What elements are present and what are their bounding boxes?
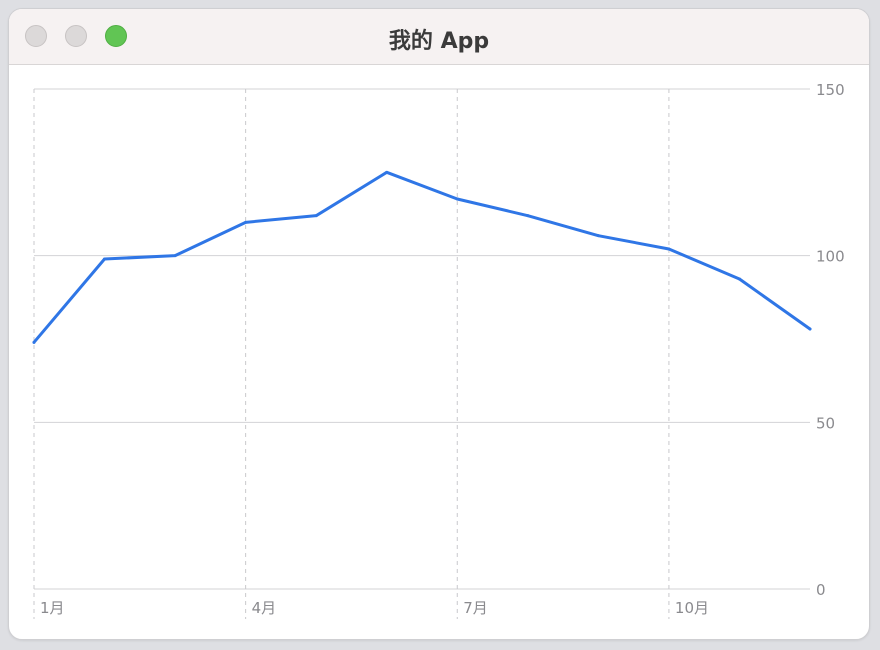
x-tick-label: 1月 [40,599,65,617]
y-tick-label: 0 [816,581,826,599]
data-point [737,277,741,281]
zoom-button[interactable] [105,25,127,47]
y-tick-label: 100 [816,248,845,266]
window-title: 我的 App [388,29,490,54]
app-window: 我的 App 0 50 100 150 1月 4月 7月 10月 [8,8,870,640]
data-point [808,327,812,331]
data-point [526,214,530,218]
y-tick-label: 150 [816,81,845,99]
title-bar[interactable]: 我的 App [9,9,869,65]
y-tick-label: 50 [816,414,835,432]
data-point [667,247,671,251]
x-tick-label: 7月 [463,599,488,617]
series-line [32,170,812,344]
close-button[interactable] [25,25,47,47]
data-point [244,220,248,224]
data-point [32,340,36,344]
x-tick-label: 4月 [252,599,277,617]
x-tick-label: 10月 [675,599,709,617]
data-point [314,214,318,218]
chart-area: 0 50 100 150 1月 4月 7月 10月 [9,65,869,639]
data-point [455,197,459,201]
minimize-button[interactable] [65,25,87,47]
data-point [103,257,107,261]
line-chart: 0 50 100 150 1月 4月 7月 10月 [32,81,845,619]
data-point [596,234,600,238]
data-point [173,254,177,258]
data-point [385,170,389,174]
